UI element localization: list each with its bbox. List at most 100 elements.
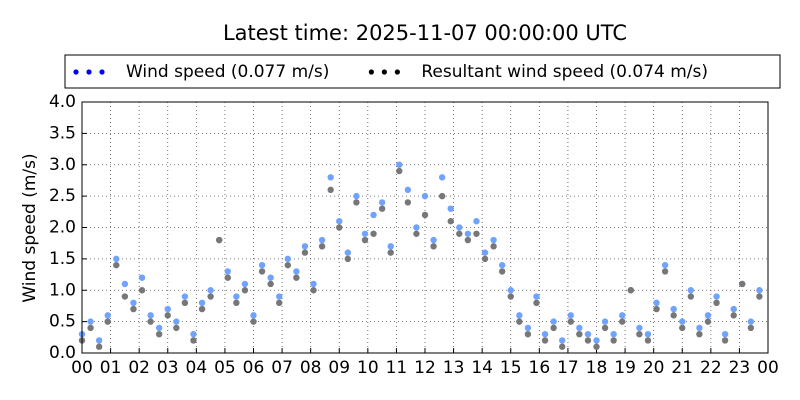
data-point [696,324,703,332]
data-point [250,312,257,319]
data-point [507,293,514,300]
data-point [567,312,574,319]
x-tick-label: 07 [271,358,293,378]
data-point [173,324,180,332]
data-point [293,274,300,281]
data-point [130,299,137,306]
data-point [198,299,206,306]
data-point [224,274,231,281]
data-point [370,230,377,237]
y-tick-label: 4.0 [49,92,76,112]
data-point [396,167,403,175]
data-point [164,305,171,313]
y-tick-label: 3.0 [49,155,76,175]
data-point [730,312,737,319]
x-tick-label: 00 [757,358,779,378]
data-point [224,268,231,275]
data-point [550,318,557,325]
data-point [679,324,686,332]
data-point [378,205,386,212]
data-point [113,261,120,269]
data-point [421,192,429,200]
data-point [593,343,600,350]
y-tick-label: 1.0 [49,280,76,300]
data-point [533,299,540,306]
data-point [473,230,480,237]
data-point [267,280,274,288]
data-point [576,324,583,332]
data-point [524,330,532,338]
data-point [138,287,146,294]
legend-box [64,54,781,89]
x-tick-label: 23 [729,358,751,378]
data-point [404,186,412,194]
data-point [344,249,352,256]
y-tick-label: 1.5 [49,249,76,269]
x-tick-label: 18 [586,358,608,378]
legend-marker [73,69,79,75]
data-point [610,337,617,344]
legend-label: Resultant wind speed (0.074 m/s) [421,62,708,82]
data-point [258,268,266,275]
data-point [327,174,334,181]
data-point [687,287,695,294]
data-point [361,230,369,237]
data-point [627,287,634,294]
data-point [396,161,403,168]
data-point [173,318,180,325]
data-point [498,261,506,269]
data-point [336,224,343,231]
data-point [533,293,540,300]
data-point [318,236,326,244]
data-point [130,305,137,313]
data-point [490,236,497,244]
data-point [293,268,300,275]
data-point [430,243,437,250]
data-point [310,280,317,288]
data-point [498,268,506,275]
data-point [619,318,626,325]
data-point [413,230,420,237]
data-point [524,324,532,332]
data-point [447,218,454,225]
data-point [730,305,737,313]
data-point [276,293,283,300]
data-point [336,218,343,225]
data-point [661,261,669,269]
data-point [138,274,146,281]
x-tick-label: 08 [300,358,322,378]
data-point [644,337,652,344]
x-tick-label: 03 [157,358,179,378]
data-point [113,255,120,263]
data-point [207,287,214,294]
data-point [87,324,94,332]
x-tick-label: 12 [414,358,436,378]
y-tick-label: 2.5 [49,186,76,206]
data-point [601,324,609,332]
data-point [413,224,420,231]
data-point [147,318,154,325]
data-point [490,243,497,250]
data-point [378,199,386,206]
data-point [438,174,446,181]
x-tick-label: 15 [500,358,522,378]
x-tick-label: 00 [71,358,93,378]
data-point [481,255,489,263]
data-point [155,330,163,338]
x-tick-label: 05 [214,358,236,378]
data-point [721,337,729,344]
data-point [610,330,617,338]
data-point [87,318,94,325]
data-point [747,318,755,325]
data-point [576,330,583,338]
data-point [361,236,369,244]
data-point [421,211,429,219]
data-point [464,230,472,237]
x-tick-label: 14 [471,358,493,378]
x-tick-label: 09 [328,358,350,378]
data-point [601,318,609,325]
data-point [353,192,360,200]
data-point [198,305,206,313]
data-point [679,318,686,325]
legend-marker [394,69,400,75]
